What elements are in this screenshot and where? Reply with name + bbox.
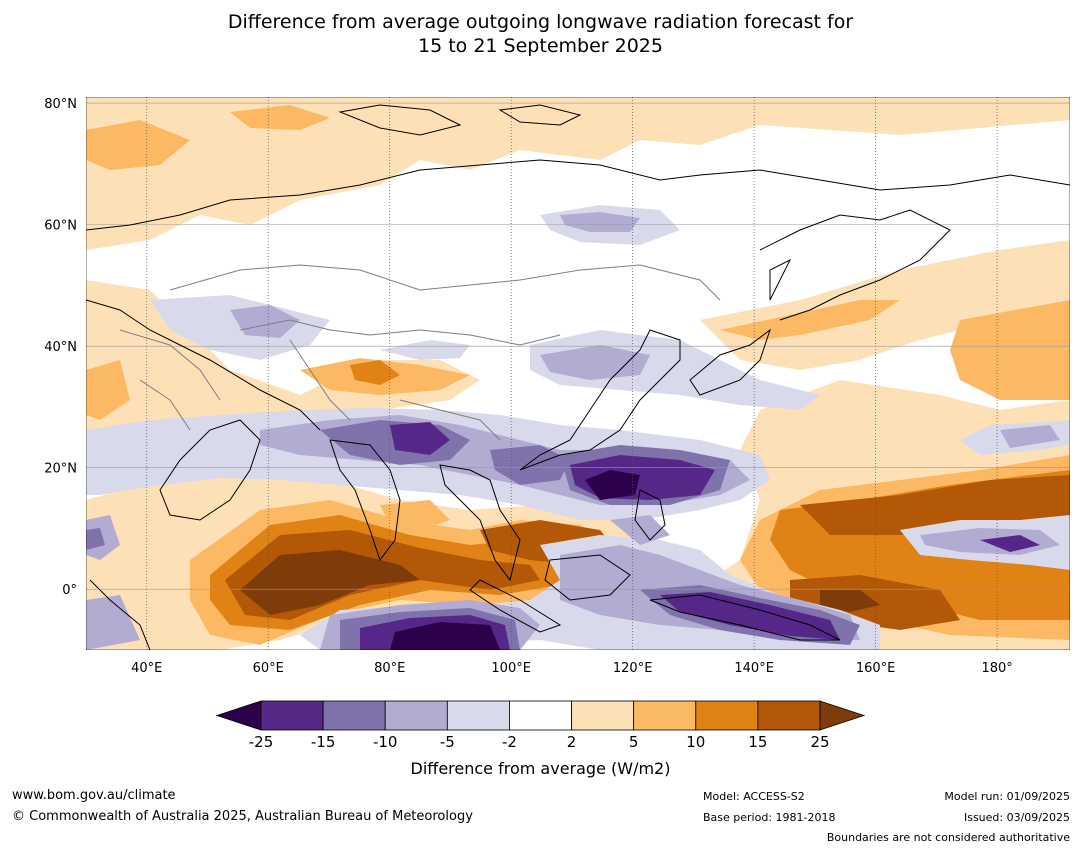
disclaimer-text: Boundaries are not considered authoritat…	[826, 831, 1070, 844]
colorbar-tick-label: 2	[566, 733, 577, 751]
map-panel	[86, 97, 1070, 650]
latitude-label: 40°N	[44, 340, 77, 355]
longitude-label: 120°E	[613, 661, 653, 676]
colorbar-swatch	[384, 700, 448, 731]
coastlines	[86, 104, 1070, 650]
colorbar-tick-label: 25	[810, 733, 830, 751]
longitude-label: 100°E	[491, 661, 531, 676]
issued-text: Issued: 03/09/2025	[963, 811, 1070, 824]
colorbar	[215, 700, 866, 731]
longitude-label: 80°E	[374, 661, 405, 676]
latitude-label: 0°	[62, 583, 77, 598]
colorbar-swatch	[695, 700, 759, 731]
title-line-2: 15 to 21 September 2025	[418, 35, 663, 57]
colorbar-swatch	[633, 700, 697, 731]
latitude-label: 80°N	[44, 97, 77, 112]
longitude-label: 140°E	[734, 661, 774, 676]
longitude-label: 180°	[981, 661, 1012, 676]
longitude-label: 160°E	[856, 661, 896, 676]
model-text: Model: ACCESS-S2	[703, 790, 805, 803]
latitude-labels: 80°N 60°N 40°N 20°N 0°	[44, 97, 77, 598]
model-run-text: Model run: 01/09/2025	[944, 790, 1070, 803]
colorbar-tick-label: -25	[248, 733, 274, 751]
colorbar-swatch	[509, 700, 572, 731]
country-boundaries	[119, 264, 721, 441]
colorbar-tick-label: 15	[748, 733, 768, 751]
longitude-labels: 40°E 60°E 80°E 100°E 120°E 140°E 160°E 180°	[131, 661, 1013, 676]
colorbar-swatch	[571, 700, 635, 731]
colorbar-tick-label: -15	[310, 733, 336, 751]
website-text: www.bom.gov.au/climate	[12, 788, 176, 803]
colorbar-swatch	[446, 700, 510, 731]
base-period-text: Base period: 1981-2018	[703, 811, 836, 824]
colorbar-tick-label: -5	[439, 733, 455, 751]
colorbar-tick-label: -10	[372, 733, 398, 751]
graticule	[86, 97, 1070, 650]
colorbar-extend-max	[819, 700, 866, 731]
copyright-text: © Commonwealth of Australia 2025, Austra…	[12, 809, 473, 824]
latitude-label: 20°N	[44, 462, 77, 477]
colorbar-title: Difference from average (W/m2)	[410, 759, 671, 778]
colorbar-extend-min	[215, 700, 262, 731]
colorbar-swatch	[322, 700, 386, 731]
colorbar-tick-label: -2	[501, 733, 517, 751]
latitude-label: 60°N	[44, 219, 77, 234]
colorbar-tick-label: 5	[628, 733, 639, 751]
negative-anomaly-fields	[86, 205, 1070, 650]
colorbar-swatch	[260, 700, 324, 731]
colorbar-swatch	[757, 700, 821, 731]
longitude-label: 60°E	[253, 661, 284, 676]
longitude-label: 40°E	[131, 661, 162, 676]
title-line-1: Difference from average outgoing longwav…	[227, 11, 854, 33]
map-title: Difference from average outgoing longwav…	[0, 10, 1081, 58]
colorbar-tick-label: 10	[686, 733, 706, 751]
